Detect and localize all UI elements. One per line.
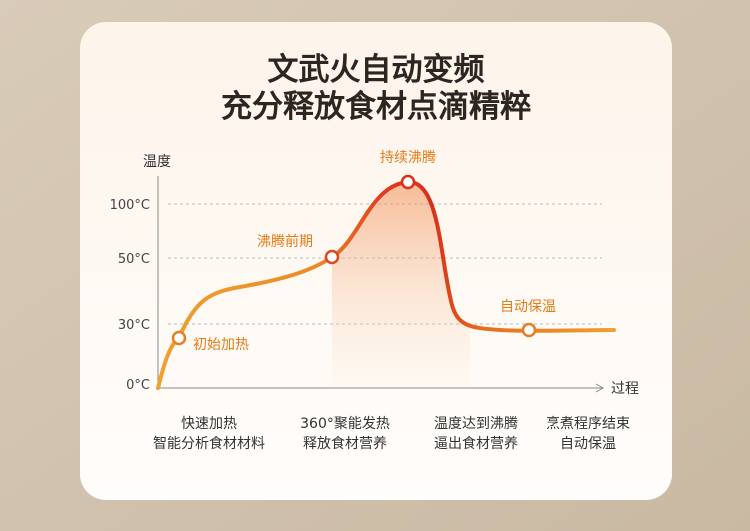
stage-text: 360°聚能发热	[300, 416, 390, 432]
stage-text: 释放食材营养	[303, 435, 387, 452]
area	[332, 181, 470, 388]
temperature-curve	[156, 179, 616, 390]
y-tick-label: 100°C	[110, 198, 150, 213]
title-line: 文武火自动变频	[268, 52, 485, 88]
stage-text: 逼出食材营养	[434, 435, 518, 452]
point-label: 自动保温	[500, 299, 556, 315]
stage-text: 温度达到沸腾	[434, 415, 518, 432]
y-tick-label: 50°C	[118, 252, 150, 267]
point	[324, 249, 340, 265]
point-label: 沸腾前期	[257, 233, 313, 250]
y-tick-label: 0°C	[126, 378, 150, 393]
y-tick-label: 30°C	[118, 318, 150, 333]
x-axis-label: 过程	[611, 381, 639, 397]
y-axis-label: 温度	[143, 154, 171, 170]
title-line: 充分释放食材点滴精粹	[221, 89, 531, 125]
stage-text: 快速加热	[181, 416, 237, 432]
stage-text: 烹煮程序结束	[546, 415, 630, 432]
point	[171, 330, 187, 346]
stage-text: 智能分析食材材料	[153, 435, 265, 452]
axis-arrow	[595, 383, 605, 393]
point-label: 持续沸腾	[380, 149, 436, 166]
point	[521, 322, 537, 338]
stage-text: 自动保温	[560, 436, 616, 452]
point	[400, 174, 416, 190]
point-label: 初始加热	[193, 336, 249, 353]
